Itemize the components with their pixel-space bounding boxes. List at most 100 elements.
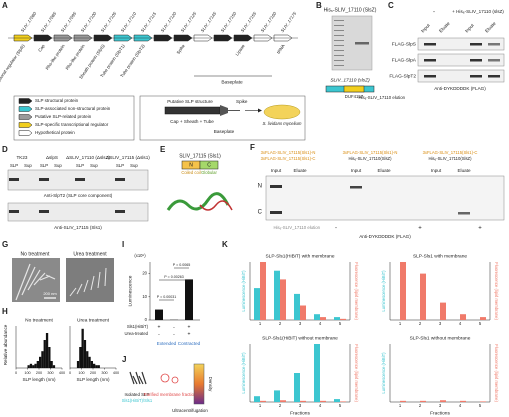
gene-label: SLIV_17110 (slsZ)	[330, 77, 370, 83]
hist-bar	[52, 365, 56, 368]
row-label: Sls1(HiBiT)	[127, 324, 149, 329]
legend-arrow	[18, 114, 33, 120]
image-title: No treatment	[21, 251, 51, 257]
lane-label: Input	[431, 168, 442, 173]
antibody-label: Anti-DYKDDDDK (FLAG)	[434, 86, 486, 91]
legend-arrow	[18, 98, 33, 104]
gene-function: Rhs-like protein	[45, 43, 67, 71]
fluor-bar	[340, 401, 346, 402]
lane-label: Input	[420, 22, 431, 33]
j-label: Sls1(HiBiT)/Sls1	[122, 398, 153, 403]
diagram-box	[139, 95, 306, 141]
hist-bar	[93, 363, 96, 368]
axis-title: Luminescence (HiBiT)	[381, 352, 386, 394]
slp-baseplate	[220, 105, 228, 116]
blot-band	[9, 210, 19, 213]
lum-bar	[314, 344, 320, 402]
tube	[193, 363, 205, 405]
lum-bar	[294, 293, 300, 320]
elution-label: His₆-SLIV_17110 elution	[358, 95, 405, 100]
structure	[199, 200, 233, 211]
x-tick-label: 100	[78, 371, 84, 375]
lum-bar	[274, 270, 280, 320]
ladder-band	[334, 35, 344, 36]
hist-bar	[45, 333, 49, 368]
domain-box	[343, 85, 365, 93]
mycelium	[263, 104, 301, 120]
legend-arrow	[18, 130, 33, 136]
chart-title: SLP-Sls1 without membrane	[410, 335, 471, 341]
slp-rod	[138, 375, 144, 385]
x-tick-label: 4	[459, 321, 462, 326]
header-label: His₆-SLIV_17110(SlsZ)	[348, 156, 392, 161]
lum-bar	[294, 373, 300, 402]
lane-label: Input	[271, 168, 282, 173]
lane-label: SLP	[76, 163, 84, 168]
fluor-bar	[480, 317, 486, 320]
lane-label: Sup	[90, 163, 98, 168]
x-tick-label: 3	[439, 403, 442, 408]
legend-box	[13, 95, 135, 141]
hist-title: Urea treatment	[77, 317, 110, 323]
x-tick-label: 0	[15, 371, 17, 375]
x-tick-label: 5	[479, 321, 482, 326]
lane-label: SLP	[40, 163, 48, 168]
fluor-bar	[440, 400, 446, 402]
hist-bar	[83, 340, 87, 368]
fluor-bar	[400, 400, 406, 402]
legend-arrow	[18, 106, 33, 112]
gene-id: SLIV_17110	[120, 11, 138, 33]
fiber	[27, 269, 41, 291]
lane-label: Eluate	[293, 168, 306, 173]
slp-body	[164, 106, 221, 115]
header-label: 3xFLAG-SLIV_17115(Sls1)-C	[261, 156, 316, 161]
fluor-bar	[460, 400, 466, 402]
bar	[155, 309, 163, 320]
lum-bar	[314, 314, 320, 320]
hist-bar	[27, 365, 30, 368]
lum-bar	[274, 390, 280, 402]
blot-band	[424, 59, 436, 62]
hist-title: No treatment	[25, 317, 53, 323]
domain-name: Coiled coil	[181, 170, 200, 175]
lane-label: Sup	[54, 163, 62, 168]
lane-label: SLP	[116, 163, 124, 168]
axis-title: Fluorescence (lipid membrane)	[494, 262, 499, 320]
panel-label: D	[2, 145, 8, 154]
fluor-bar	[260, 262, 266, 320]
x-tick-label: 400	[59, 371, 65, 375]
sign: +	[478, 226, 482, 232]
panel-label: A	[2, 1, 8, 10]
gene-id: SLIV_17175	[280, 10, 298, 33]
em-image	[12, 258, 60, 302]
axis-title: Luminescence	[127, 275, 133, 306]
lane-label: SLP	[10, 163, 18, 168]
panel-label: K	[222, 240, 228, 249]
lane-label: Sup	[130, 163, 138, 168]
sign: -	[335, 226, 337, 232]
lum-bar	[254, 288, 260, 320]
hist-bar	[76, 361, 80, 368]
hist-bar	[95, 365, 98, 368]
fiber	[15, 263, 31, 301]
blot-band	[470, 59, 482, 62]
j-label: Purified membrane fraction	[144, 392, 197, 397]
membrane-vesicle	[160, 373, 170, 383]
fiber	[33, 272, 46, 286]
hist-bar	[32, 365, 35, 368]
sign: +	[188, 324, 191, 330]
row-label: Urea-treated	[124, 331, 148, 336]
hist-bar	[48, 347, 51, 368]
j-label: Density	[208, 377, 213, 392]
band-label: N	[258, 184, 262, 190]
chart-title: SLP-Sls1(HiBiT) without membrane	[262, 335, 338, 341]
blot-band	[270, 211, 282, 214]
axis-title: Fluorescence (lipid membrane)	[354, 344, 359, 402]
ladder-band	[334, 60, 344, 61]
baseplate-label: Baseplate	[221, 79, 243, 85]
diagram-label: Spike	[236, 99, 248, 104]
domain-name: Globular	[201, 170, 217, 175]
ladder-band	[334, 65, 344, 66]
blot-band	[270, 185, 282, 188]
ladder-band	[334, 25, 344, 26]
